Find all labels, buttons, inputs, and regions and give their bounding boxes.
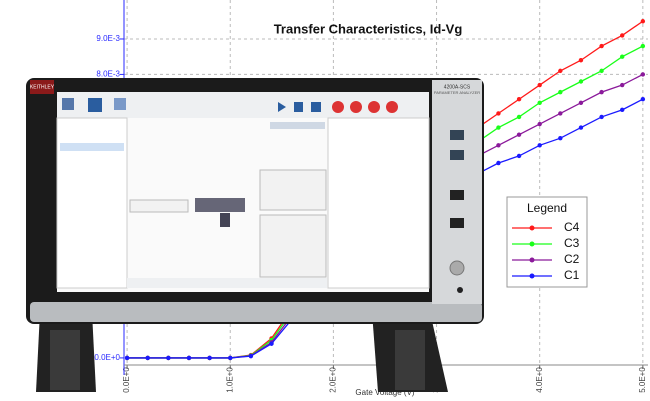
stop-icon bbox=[294, 102, 303, 112]
legend-box bbox=[506, 196, 588, 288]
data-point bbox=[578, 125, 584, 130]
data-point bbox=[578, 100, 584, 105]
save-icon bbox=[311, 102, 321, 112]
data-point bbox=[640, 19, 646, 24]
data-point bbox=[537, 121, 542, 127]
data-point bbox=[640, 72, 646, 77]
y-tick-label: 9.0E-3 bbox=[96, 34, 120, 43]
tab bbox=[270, 122, 325, 129]
usb-port bbox=[450, 130, 464, 140]
data-point bbox=[516, 132, 522, 137]
legend-marker bbox=[529, 225, 535, 231]
x-axis-label: Gate Voltage (V) bbox=[355, 388, 414, 397]
settings-panel bbox=[327, 117, 430, 289]
legend-marker bbox=[529, 257, 535, 263]
headphone-jack bbox=[457, 287, 463, 293]
device-brand: KEITHLEY bbox=[30, 84, 55, 90]
chart-title: Transfer Characteristics, Id-Vg bbox=[274, 21, 463, 36]
terminal-box bbox=[129, 199, 189, 213]
data-point bbox=[599, 43, 604, 49]
legend-marker bbox=[529, 241, 535, 247]
terminal-box bbox=[259, 169, 327, 211]
device-leg-detail bbox=[50, 330, 80, 390]
data-point bbox=[516, 97, 522, 102]
data-point bbox=[620, 107, 625, 113]
data-point bbox=[599, 114, 604, 120]
data-point bbox=[620, 82, 625, 88]
data-point bbox=[537, 100, 542, 105]
legend-label: C3 bbox=[564, 236, 580, 250]
x-tick-label: 1.0E+0 bbox=[225, 367, 234, 393]
device-schematic bbox=[195, 198, 245, 212]
x-tick-label: 4.0E+0 bbox=[535, 367, 544, 393]
terminal-box bbox=[259, 214, 327, 278]
toolbar-icon bbox=[62, 98, 74, 110]
x-tick-label: 5.0E+0 bbox=[638, 367, 647, 393]
legend-title: Legend bbox=[527, 201, 567, 215]
data-point bbox=[578, 58, 584, 63]
data-point bbox=[516, 153, 522, 159]
data-point bbox=[599, 89, 604, 95]
usb-port bbox=[450, 150, 464, 160]
data-point bbox=[558, 136, 563, 141]
toolbar-icon bbox=[114, 98, 126, 110]
data-point bbox=[269, 341, 274, 346]
data-point bbox=[248, 353, 254, 359]
data-point bbox=[145, 355, 150, 361]
legend-label: C4 bbox=[564, 220, 580, 234]
data-point bbox=[186, 355, 192, 361]
run-icon bbox=[278, 102, 286, 112]
legend: Legend C4 C3 C2 C1 bbox=[506, 196, 588, 288]
legend-label: C1 bbox=[564, 268, 580, 282]
data-point bbox=[620, 54, 625, 59]
device-leg-detail bbox=[395, 330, 425, 390]
x-tick-label: 2.0E+0 bbox=[329, 367, 338, 393]
usb-port bbox=[450, 190, 464, 200]
device-schematic bbox=[220, 213, 230, 227]
toolbar-icon bbox=[88, 98, 102, 112]
legend-marker bbox=[529, 273, 535, 279]
device-base bbox=[30, 302, 482, 322]
data-point bbox=[496, 160, 501, 166]
data-point bbox=[124, 355, 130, 361]
status-bar bbox=[127, 278, 327, 288]
x-tick-label: 0.0E+0 bbox=[122, 367, 131, 393]
device-image: KEITHLEY 4200A-SCS PARAMETER ANALYZER bbox=[26, 78, 484, 392]
data-point bbox=[228, 355, 233, 361]
data-point bbox=[516, 114, 522, 120]
y-tick-label: 0.0E+0 bbox=[94, 353, 120, 362]
data-point bbox=[640, 43, 646, 49]
device-logo-plate bbox=[30, 80, 54, 94]
device-model: 4200A-SCS bbox=[444, 84, 471, 90]
data-point bbox=[496, 143, 501, 148]
power-button bbox=[449, 260, 465, 276]
toolbar-icon bbox=[332, 101, 344, 113]
data-point bbox=[207, 355, 212, 361]
data-point bbox=[640, 97, 646, 102]
toolbar-icon bbox=[350, 101, 362, 113]
toolbar-icon bbox=[386, 101, 398, 113]
usb-port bbox=[450, 218, 464, 228]
legend-label: C2 bbox=[564, 252, 580, 266]
toolbar-icon bbox=[368, 101, 380, 113]
data-point bbox=[558, 68, 563, 74]
data-point bbox=[496, 125, 501, 130]
data-point bbox=[558, 111, 563, 116]
data-point bbox=[578, 79, 584, 84]
data-point bbox=[599, 68, 604, 74]
data-point bbox=[496, 111, 501, 116]
tree-selection bbox=[60, 143, 124, 151]
data-point bbox=[166, 355, 171, 361]
data-point bbox=[537, 143, 542, 148]
data-point bbox=[620, 33, 625, 38]
y-tick-label: 8.0E-3 bbox=[96, 70, 120, 79]
data-point bbox=[537, 82, 542, 88]
data-point bbox=[558, 89, 563, 95]
device-subtitle: PARAMETER ANALYZER bbox=[434, 90, 480, 95]
